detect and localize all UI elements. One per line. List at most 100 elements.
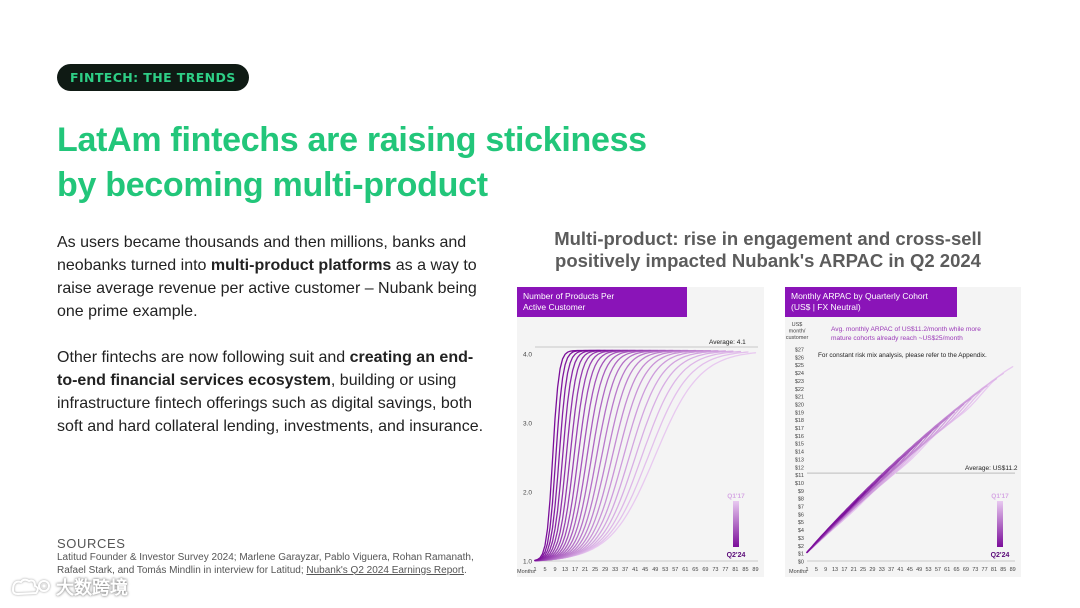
page-title: LatAm fintechs are raising stickiness by…: [57, 118, 697, 208]
sources-label: SOURCES: [57, 536, 126, 551]
arpac-x-tick-label: 29: [869, 567, 875, 573]
products-x-tick-label: 1: [533, 567, 536, 573]
arpac-y-tick-label: $14: [795, 450, 804, 456]
arpac-y-tick-label: $17: [795, 426, 804, 432]
arpac-x-tick-label: 37: [888, 567, 894, 573]
arpac-chart: Monthly ARPAC by Quarterly Cohort (US$ | …: [785, 287, 1021, 577]
products-legend-bar: [733, 501, 739, 547]
arpac-annotation-line: Avg. monthly ARPAC of US$11.2/month whil…: [831, 326, 981, 333]
arpac-y-tick-label: $13: [795, 457, 804, 463]
arpac-y-tick-label: $24: [795, 371, 804, 377]
products-x-tick-label: 45: [642, 567, 648, 573]
products-x-tick-label: 9: [554, 567, 557, 573]
p1-bold: multi-product platforms: [210, 257, 392, 274]
products-x-axis-label: Months: [517, 569, 535, 575]
arpac-y-tick-label: $22: [795, 387, 804, 393]
title-line-1: LatAm fintechs are raising stickiness: [57, 121, 647, 159]
arpac-y-tick-label: $8: [798, 497, 804, 503]
products-x-tick-label: 65: [692, 567, 698, 573]
products-x-tick-label: 37: [622, 567, 628, 573]
products-x-tick-label: 61: [682, 567, 688, 573]
products-x-tick-label: 69: [702, 567, 708, 573]
arpac-y-tick-label: $15: [795, 442, 804, 448]
arpac-x-axis-label: Months: [789, 569, 807, 575]
p1-text-c: as a way to raise average revenue per ac…: [57, 257, 477, 320]
arpac-x-tick-label: 61: [944, 567, 950, 573]
arpac-y-tick-label: $11: [795, 473, 804, 479]
products-x-tick-label: 17: [572, 567, 578, 573]
products-x-tick-label: 41: [632, 567, 638, 573]
watermark: 大数跨境: [10, 574, 128, 600]
products-header-line-2: Active Customer: [523, 302, 586, 312]
earnings-report-link[interactable]: Nubank's Q2 2024 Earnings Report: [306, 564, 464, 576]
products-y-tick-label: 2.0: [523, 489, 532, 496]
figure-title-line-1: Multi-product: rise in engagement and cr…: [554, 228, 982, 249]
arpac-y-axis-label: US$: [792, 322, 803, 328]
figure-title: Multi-product: rise in engagement and cr…: [518, 228, 1018, 272]
products-x-tick-label: 81: [732, 567, 738, 573]
paragraph-1: As users became thousands and then milli…: [57, 231, 487, 323]
arpac-x-tick-label: 17: [841, 567, 847, 573]
arpac-y-axis-label: customer: [786, 335, 809, 341]
p1-text-a: As users became thousands and then milli…: [57, 234, 467, 274]
products-per-customer-chart: Number of Products Per Active Customer 4.0…: [517, 287, 764, 577]
arpac-y-tick-label: $20: [795, 402, 804, 408]
title-line-2: by becoming multi-product: [57, 166, 488, 204]
products-x-tick-label: 21: [582, 567, 588, 573]
products-header-box: [517, 287, 687, 317]
arpac-y-tick-label: $26: [795, 355, 804, 361]
arpac-x-tick-label: 53: [925, 567, 931, 573]
sources-body: Latitud Founder & Investor Survey 2024; …: [57, 552, 474, 576]
arpac-y-tick-label: $10: [795, 481, 804, 487]
arpac-x-tick-label: 85: [1000, 567, 1006, 573]
p2-text-c: , building or using infrastructure finte…: [57, 372, 484, 435]
arpac-y-tick-label: $7: [798, 505, 804, 511]
arpac-header-box: [785, 287, 957, 317]
arpac-x-tick-label: 33: [879, 567, 885, 573]
arpac-y-tick-label: $4: [798, 528, 804, 534]
arpac-y-tick-label: $12: [795, 465, 804, 471]
products-cohort-line: [534, 349, 601, 562]
products-legend-bottom-label: Q2'24: [727, 552, 746, 559]
products-x-tick-label: 89: [752, 567, 758, 573]
arpac-x-tick-label: 89: [1010, 567, 1016, 573]
products-x-tick-label: 33: [612, 567, 618, 573]
arpac-legend-bottom-label: Q2'24: [991, 552, 1010, 559]
arpac-y-tick-label: $2: [798, 544, 804, 550]
sources-text: Latitud Founder & Investor Survey 2024; …: [57, 552, 487, 577]
arpac-x-tick-label: 73: [972, 567, 978, 573]
arpac-x-tick-label: 9: [824, 567, 827, 573]
arpac-y-tick-label: $23: [795, 379, 804, 385]
arpac-note: For constant risk mix analysis, please r…: [818, 352, 987, 359]
arpac-background: [785, 287, 1021, 577]
arpac-y-tick-label: $1: [798, 552, 804, 558]
watermark-text: 大数跨境: [56, 578, 128, 598]
products-y-tick-label: 1.0: [523, 559, 532, 566]
arpac-x-tick-label: 77: [982, 567, 988, 573]
products-header-line-1: Number of Products Per: [523, 291, 614, 301]
arpac-y-tick-label: $0: [798, 560, 804, 566]
arpac-chart-svg: Monthly ARPAC by Quarterly Cohort(US$ | …: [785, 287, 1021, 577]
products-x-tick-label: 85: [742, 567, 748, 573]
products-x-tick-label: 29: [602, 567, 608, 573]
p2-text-a: Other fintechs are now following suit an…: [57, 349, 350, 366]
arpac-x-tick-label: 69: [963, 567, 969, 573]
products-x-tick-label: 77: [722, 567, 728, 573]
arpac-x-tick-label: 81: [991, 567, 997, 573]
arpac-y-tick-label: $16: [795, 434, 804, 440]
paragraph-2: Other fintechs are now following suit an…: [57, 346, 487, 438]
products-average-label: Average: 4.1: [709, 339, 746, 346]
arpac-y-axis-label: month/: [789, 329, 806, 335]
body-text: As users became thousands and then milli…: [57, 231, 487, 438]
figure-title-line-2: positively impacted Nubank's ARPAC in Q2…: [555, 250, 981, 271]
arpac-y-tick-label: $25: [795, 363, 804, 369]
arpac-legend-bar: [997, 501, 1003, 547]
arpac-y-tick-label: $18: [795, 418, 804, 424]
arpac-header-line-1: Monthly ARPAC by Quarterly Cohort: [791, 291, 928, 301]
watermark-logo-icon: [11, 578, 50, 596]
section-tag: FINTECH: THE TRENDS: [57, 64, 249, 91]
arpac-y-tick-label: $27: [795, 348, 804, 354]
arpac-y-tick-label: $6: [798, 512, 804, 518]
arpac-x-tick-label: 21: [851, 567, 857, 573]
arpac-average-label: Average: US$11.2: [965, 465, 1018, 472]
